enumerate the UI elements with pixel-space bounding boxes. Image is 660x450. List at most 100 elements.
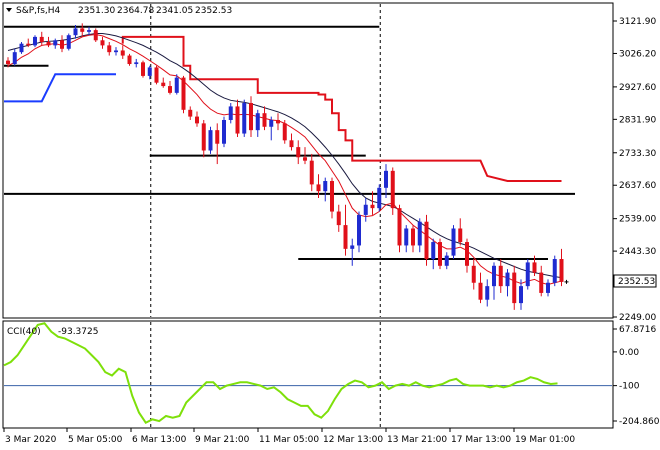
bear-candle-body — [309, 160, 314, 185]
bear-candle-body — [276, 119, 280, 124]
bear-candle-body — [262, 113, 267, 127]
time-tick-label: 17 Mar 13:00 — [451, 435, 511, 445]
bear-candle-body — [343, 225, 348, 249]
bear-candle-body — [201, 123, 206, 151]
bull-candle-body — [228, 106, 233, 120]
bear-candle-body — [195, 116, 199, 124]
price-tick-label: 2831.90 — [619, 115, 656, 125]
bull-candle-body — [19, 43, 24, 53]
bull-candle-body — [147, 67, 152, 76]
bear-candle-body — [559, 259, 564, 282]
cci-line — [3, 322, 558, 425]
dropdown-triangle-icon[interactable] — [6, 8, 12, 12]
bear-candle-body — [289, 140, 294, 148]
bear-candle-body — [107, 45, 112, 53]
bull-candle-body — [12, 52, 17, 65]
bull-candle-body — [417, 221, 422, 246]
bear-candle-body — [330, 181, 334, 212]
cci-label: CCI(40) — [7, 327, 41, 337]
bull-candle-body — [350, 245, 355, 249]
cci-tick-label: 0.00 — [619, 348, 639, 358]
ohlc-open: 2351.30 — [78, 6, 115, 16]
bear-candle-body — [93, 30, 98, 41]
ohlc-high: 2364.78 — [117, 6, 154, 16]
bear-candle-body — [161, 82, 166, 87]
price-tick-label: 2733.30 — [619, 149, 656, 159]
bear-candle-body — [168, 86, 172, 93]
price-panel-frame — [2, 2, 614, 319]
bull-candle-body — [444, 255, 449, 266]
bull-candle-body — [546, 282, 550, 293]
price-tick-label: 2637.60 — [619, 181, 656, 191]
time-tick-label: 11 Mar 05:00 — [259, 435, 319, 445]
bull-candle-body — [33, 36, 37, 46]
chart-symbol: S&P,fs,H4 — [16, 6, 61, 16]
bull-candle-body — [519, 286, 523, 304]
bear-candle-body — [235, 106, 240, 134]
bull-candle-body — [242, 103, 247, 134]
bull-candle-body — [404, 228, 409, 246]
price-tick-label: 3026.20 — [619, 49, 656, 59]
price-tick-label: 2539.00 — [619, 215, 656, 225]
bull-candle-body — [485, 286, 490, 300]
bear-candle-body — [471, 265, 476, 283]
bear-candle-body — [512, 272, 517, 304]
bear-candle-body — [532, 262, 537, 273]
time-axis: 3 Mar 2020 5 Mar 05:00 6 Mar 13:00 9 Mar 21… — [3, 428, 575, 445]
bull-candle-body — [377, 187, 382, 209]
bear-candle-body — [188, 109, 193, 117]
bear-candle-body — [438, 242, 442, 266]
bear-candle-body — [282, 123, 287, 141]
bear-candle-body — [465, 242, 469, 266]
bear-candle-body — [370, 204, 375, 209]
current-price-tag-bg — [613, 274, 657, 288]
time-tick-label: 9 Mar 21:00 — [195, 435, 250, 445]
ohlc-low: 2341.05 — [156, 6, 193, 16]
bull-candle-body — [87, 30, 91, 32]
bear-candle-body — [181, 77, 186, 110]
bear-candle-body — [498, 265, 503, 287]
bear-candle-body — [336, 211, 341, 226]
ohlc-close: 2352.53 — [195, 6, 232, 16]
bull-candle-body — [505, 272, 510, 287]
bull-candle-body — [134, 62, 139, 65]
bull-candle-body — [552, 259, 557, 283]
bear-candle-body — [249, 103, 253, 131]
time-tick-label: 3 Mar 2020 — [5, 435, 57, 445]
cci-axis: 67.8716 0.00 -100 -204.8605 — [613, 325, 660, 427]
bull-candle-body — [384, 170, 388, 188]
bear-candle-body — [458, 228, 463, 243]
time-tick-label: 5 Mar 05:00 — [68, 435, 123, 445]
bear-candle-body — [120, 50, 125, 56]
bear-candle-body — [26, 43, 31, 46]
cci-tick-label: -204.8605 — [619, 417, 660, 427]
bear-candle-body — [154, 67, 159, 83]
cci-series — [3, 322, 558, 425]
bear-candle-body — [390, 170, 395, 209]
bear-candle-body — [80, 28, 85, 32]
bull-candle-body — [73, 28, 78, 36]
bull-candle-body — [323, 181, 328, 192]
time-tick-label: 19 Mar 01:00 — [515, 435, 575, 445]
bear-candle-body — [39, 36, 44, 42]
bear-candle-body — [411, 228, 415, 246]
bear-candle-body — [6, 60, 10, 65]
trailing-stop-line — [121, 35, 562, 183]
bull-candle-body — [53, 40, 58, 46]
price-tick-label: 2443.30 — [619, 247, 656, 257]
cci-tick-label: 67.8716 — [619, 325, 656, 335]
bear-candle-body — [478, 282, 483, 300]
bull-candle-body — [208, 130, 213, 151]
bull-candle-body — [492, 265, 496, 287]
bear-candle-body — [424, 221, 429, 260]
bear-candle-body — [316, 184, 321, 192]
bear-candle-body — [100, 40, 105, 46]
bear-candle-body — [141, 62, 145, 76]
bear-candle-body — [60, 40, 64, 49]
bull-candle-body — [525, 262, 530, 287]
horizontal-levels — [4, 25, 575, 261]
price-tick-label: 3121.90 — [619, 17, 656, 27]
price-tick-label: 2249.00 — [619, 313, 656, 323]
bull-candle-body — [255, 113, 260, 131]
